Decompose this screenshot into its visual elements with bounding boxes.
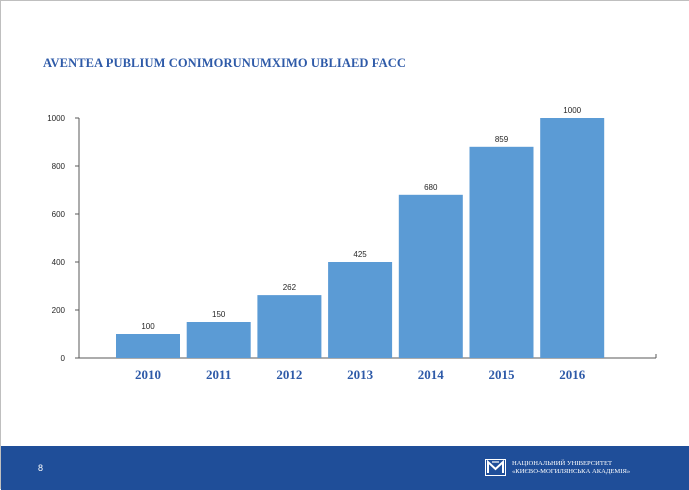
y-tick-label: 800 (52, 162, 66, 171)
naukma-logo-icon (485, 459, 506, 476)
university-logo: НАЦІОНАЛЬНИЙ УНІВЕРСИТЕТ «КИЄВО-МОГИЛЯНС… (485, 459, 630, 476)
footer-bar: 8 НАЦІОНАЛЬНИЙ УНІВЕРСИТЕТ «КИЄВО-МОГИЛЯ… (1, 446, 689, 490)
x-tick-label: 2015 (489, 367, 516, 382)
data-label: 680 (424, 183, 438, 192)
y-tick-label: 600 (52, 210, 66, 219)
university-name: НАЦІОНАЛЬНИЙ УНІВЕРСИТЕТ «КИЄВО-МОГИЛЯНС… (512, 460, 630, 476)
x-tick-label: 2013 (347, 367, 374, 382)
bar (186, 322, 251, 358)
data-label: 100 (141, 322, 155, 331)
y-tick-label: 400 (52, 258, 66, 267)
data-label: 1000 (563, 106, 581, 115)
y-tick-label: 1000 (47, 114, 65, 123)
bar (540, 118, 605, 358)
bar (328, 262, 393, 358)
university-name-line2: «КИЄВО-МОГИЛЯНСЬКА АКАДЕМІЯ» (512, 467, 631, 475)
x-tick-label: 2012 (276, 367, 302, 382)
x-tick-label: 2016 (559, 367, 586, 382)
y-tick-label: 200 (52, 306, 66, 315)
slide-title: AVENTEA PUBLIUM CONIMORUNUMXIMO UBLIAED … (43, 56, 406, 70)
x-tick-label: 2010 (135, 367, 161, 382)
bar (469, 146, 534, 358)
bar (257, 295, 322, 358)
page-number: 8 (38, 463, 44, 473)
bar (398, 194, 463, 358)
data-label: 150 (212, 310, 226, 319)
x-tick-label: 2014 (418, 367, 445, 382)
data-label: 262 (283, 283, 297, 292)
bar (116, 334, 180, 358)
bar-chart: 0 200 400 600 800 1000 100 2010 150 2011 262 2012 42… (47, 106, 657, 382)
data-label: 859 (495, 135, 509, 144)
y-tick-label: 0 (61, 354, 66, 363)
data-label: 425 (353, 250, 367, 259)
university-name-line1: НАЦІОНАЛЬНИЙ УНІВЕРСИТЕТ (512, 459, 613, 467)
x-tick-label: 2011 (206, 367, 231, 382)
